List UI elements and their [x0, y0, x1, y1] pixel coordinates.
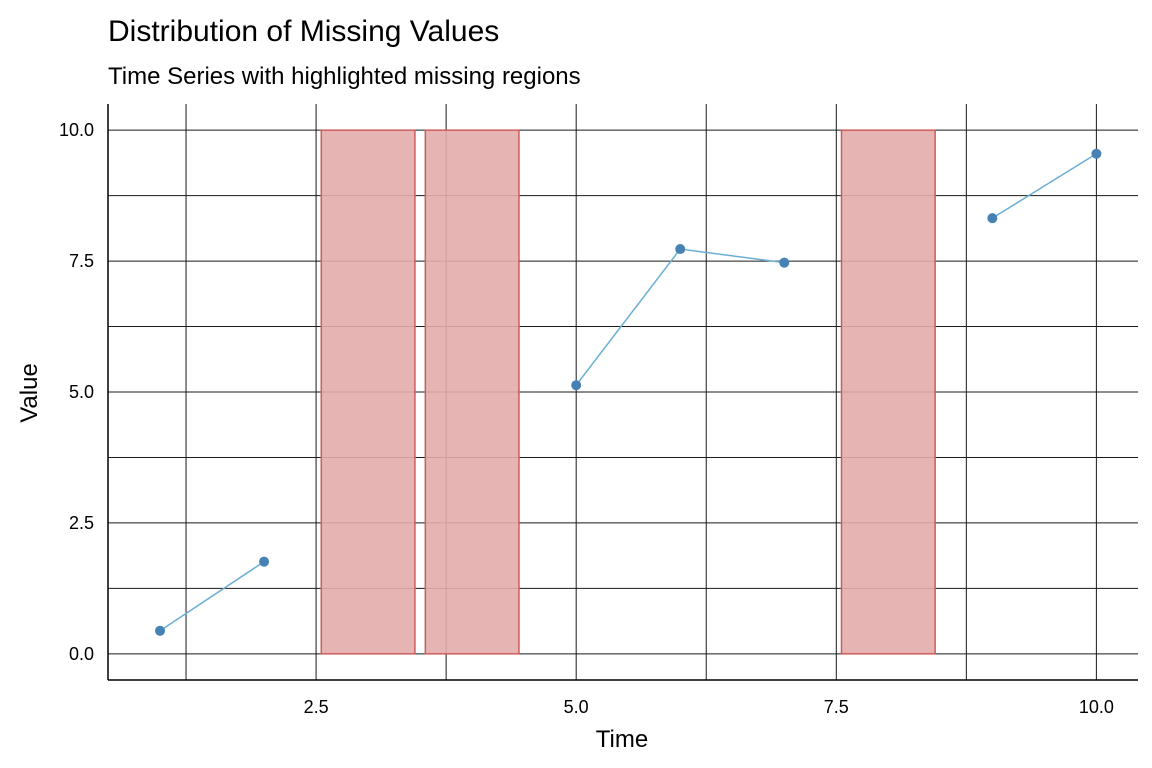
y-tick-label-4: 10.0	[59, 120, 94, 140]
data-point-1	[259, 556, 270, 567]
x-axis-title: Time	[596, 726, 648, 753]
series-line-segment-0	[159, 561, 265, 632]
chart-title: Distribution of Missing Values	[108, 15, 499, 48]
missing-region-0	[320, 129, 416, 655]
chart-subtitle: Time Series with highlighted missing reg…	[108, 63, 581, 90]
series-points	[155, 148, 1102, 636]
axes	[107, 104, 1138, 681]
missing-region-2	[840, 129, 936, 655]
series-line-segment-2	[991, 153, 1097, 219]
y-axis-title: Value	[16, 363, 43, 423]
tick-labels: 2.5 5.0 7.5 10.0 0.0 2.5 5.0 7.5 10.0	[59, 120, 1114, 717]
x-tick-label-3: 10.0	[1079, 697, 1114, 717]
data-point-9	[1091, 148, 1102, 159]
y-tick-label-1: 2.5	[69, 513, 94, 533]
y-tick-label-3: 7.5	[69, 251, 94, 271]
series-line-segment-1	[575, 248, 785, 386]
missing-regions	[320, 129, 936, 655]
data-point-6	[779, 257, 790, 268]
data-point-4	[571, 380, 582, 391]
y-tick-label-2: 5.0	[69, 382, 94, 402]
x-tick-label-2: 7.5	[824, 697, 849, 717]
missing-region-1	[424, 129, 520, 655]
x-tick-label-0: 2.5	[304, 697, 329, 717]
x-tick-label-1: 5.0	[564, 697, 589, 717]
data-point-0	[155, 625, 166, 636]
grid	[108, 104, 1138, 680]
data-point-8	[987, 213, 998, 224]
data-point-5	[675, 244, 686, 255]
y-tick-label-0: 0.0	[69, 644, 94, 664]
